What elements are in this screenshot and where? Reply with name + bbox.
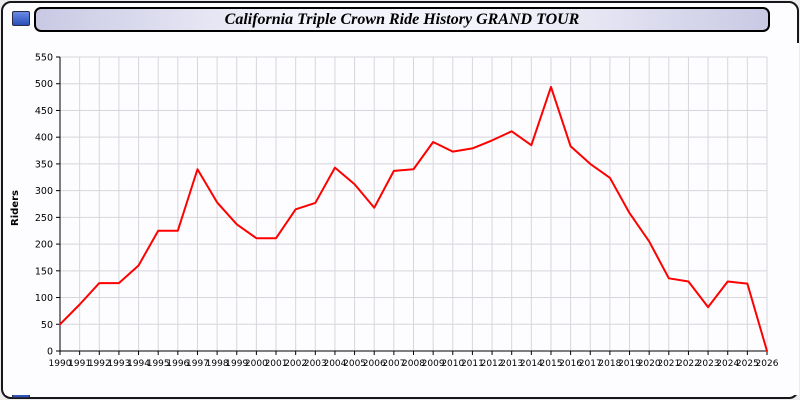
svg-text:2016: 2016 — [559, 359, 582, 369]
svg-text:2019: 2019 — [618, 359, 641, 369]
svg-text:2017: 2017 — [579, 359, 602, 369]
svg-text:2012: 2012 — [481, 359, 504, 369]
svg-text:2023: 2023 — [697, 359, 720, 369]
svg-text:100: 100 — [35, 293, 53, 304]
svg-text:1997: 1997 — [186, 359, 209, 369]
svg-text:2010: 2010 — [441, 359, 464, 369]
svg-text:500: 500 — [35, 79, 53, 90]
svg-text:250: 250 — [35, 213, 53, 224]
svg-text:2024: 2024 — [716, 359, 739, 369]
svg-text:2025: 2025 — [736, 359, 759, 369]
svg-text:1990: 1990 — [49, 359, 72, 369]
svg-text:1995: 1995 — [147, 359, 170, 369]
svg-text:1999: 1999 — [225, 359, 248, 369]
svg-text:2020: 2020 — [638, 359, 661, 369]
svg-text:2009: 2009 — [422, 359, 445, 369]
page-title: California Triple Crown Ride History GRA… — [224, 10, 580, 28]
svg-text:2005: 2005 — [343, 359, 366, 369]
svg-text:2018: 2018 — [598, 359, 621, 369]
svg-text:50: 50 — [41, 320, 53, 331]
svg-text:1991: 1991 — [68, 359, 91, 369]
svg-text:2014: 2014 — [520, 359, 543, 369]
svg-text:2001: 2001 — [265, 359, 288, 369]
svg-text:2008: 2008 — [402, 359, 425, 369]
svg-text:2011: 2011 — [461, 359, 484, 369]
svg-text:450: 450 — [35, 106, 53, 117]
svg-text:2003: 2003 — [304, 359, 327, 369]
svg-text:1994: 1994 — [127, 359, 150, 369]
svg-text:2026: 2026 — [756, 359, 779, 369]
svg-text:1996: 1996 — [166, 359, 189, 369]
svg-text:550: 550 — [35, 53, 53, 64]
svg-text:2006: 2006 — [363, 359, 386, 369]
svg-text:0: 0 — [47, 347, 53, 358]
svg-text:2000: 2000 — [245, 359, 268, 369]
chart-area: Riders 0 50 100 150 200 250 300 350 400 450 500 550… — [5, 43, 799, 395]
chart-plot: 0501001502002503003504004505005501990199… — [35, 53, 779, 370]
svg-text:2002: 2002 — [284, 359, 307, 369]
window-handle-icon — [12, 11, 30, 26]
svg-text:350: 350 — [35, 159, 53, 170]
svg-text:1993: 1993 — [107, 359, 130, 369]
svg-text:2004: 2004 — [323, 359, 346, 369]
svg-text:2015: 2015 — [540, 359, 563, 369]
svg-text:200: 200 — [35, 240, 53, 251]
svg-text:2021: 2021 — [657, 359, 680, 369]
svg-text:400: 400 — [35, 133, 53, 144]
svg-text:150: 150 — [35, 266, 53, 277]
y-axis-label: Riders — [10, 190, 21, 226]
ride-history-chart: Riders 0 50 100 150 200 250 300 350 400 450 500 550… — [10, 53, 779, 370]
svg-text:2022: 2022 — [677, 359, 700, 369]
svg-text:2007: 2007 — [382, 359, 405, 369]
title-bar: California Triple Crown Ride History GRA… — [34, 7, 770, 32]
svg-text:1992: 1992 — [88, 359, 111, 369]
svg-text:300: 300 — [35, 186, 53, 197]
svg-text:1998: 1998 — [206, 359, 229, 369]
svg-text:2013: 2013 — [500, 359, 523, 369]
